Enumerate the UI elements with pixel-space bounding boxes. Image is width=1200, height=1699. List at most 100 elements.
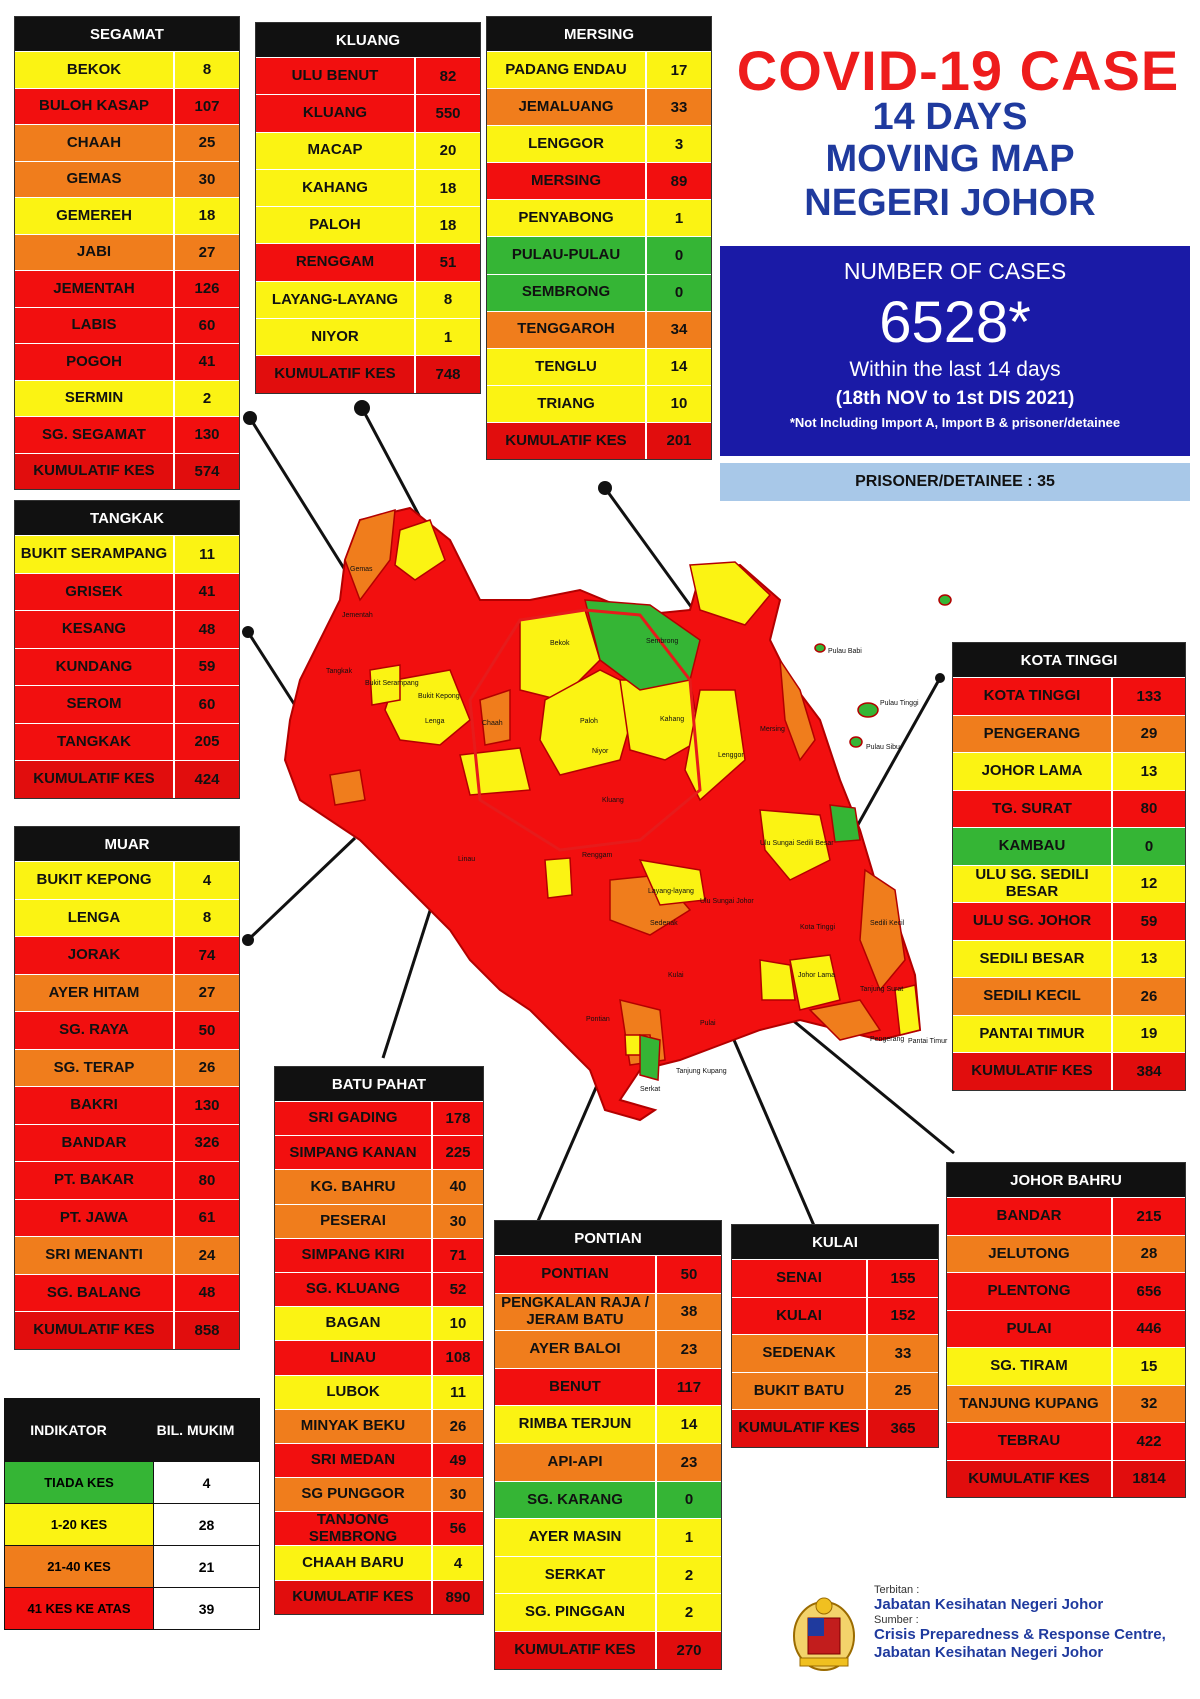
mukim-name: NIYOR <box>256 319 416 356</box>
mukim-row: PENGKALAN RAJA / JERAM BATU 38 <box>495 1292 721 1331</box>
mukim-row: JEMENTAH 126 <box>15 270 239 307</box>
mukim-name: PENYABONG <box>487 200 647 237</box>
legend-row: 21-40 KES 21 <box>5 1545 259 1587</box>
connector-kluang <box>360 407 555 769</box>
map-label-pulai: Pulai <box>700 1020 716 1027</box>
mukim-case-count: 26 <box>449 1417 467 1435</box>
mukim-row: SEDILI KECIL 26 <box>953 977 1185 1015</box>
connector-dot-batupahat <box>431 887 441 897</box>
district-table-batupahat: BATU PAHAT SRI GADING 178 SIMPANG KANAN 225 K… <box>274 1066 484 1615</box>
cases-note: *Not Including Import A, Import B & pris… <box>789 415 1121 430</box>
mukim-case-count: 34 <box>670 321 688 339</box>
mukim-row: KAMBAU 0 <box>953 827 1185 865</box>
map-label-kahang: Kahang <box>660 716 685 723</box>
district-table-kluang: KLUANG ULU BENUT 82 KLUANG 550 MACAP 20 KAHANG 1… <box>255 22 481 394</box>
mukim-case-count: 51 <box>439 254 457 272</box>
mukim-row: SERMIN 2 <box>15 379 239 416</box>
mukim-case-count: 0 <box>684 1491 694 1509</box>
mukim-name: KUMULATIF KES <box>256 356 416 393</box>
mukim-name: KAMBAU <box>953 828 1113 865</box>
mukim-row: NIYOR 1 <box>256 318 480 356</box>
region-johor-lama <box>789 954 841 1011</box>
mukim-row: JEMALUANG 33 <box>487 88 711 126</box>
mukim-case-count: 41 <box>198 353 216 371</box>
mukim-row: LENGGOR 3 <box>487 125 711 163</box>
map-label-kulai: Kulai <box>668 972 684 979</box>
map-label-bekok: Bekok <box>550 640 570 647</box>
connector-dot-jb <box>785 1013 795 1023</box>
mukim-row: SRI GADING 178 <box>275 1101 483 1136</box>
mukim-name: SEDENAK <box>732 1335 868 1372</box>
mukim-case-count: 0 <box>1144 837 1154 855</box>
mukim-row: BEKOK 8 <box>15 51 239 88</box>
district-title: BATU PAHAT <box>275 1067 483 1101</box>
mukim-case-count: 24 <box>198 1246 216 1264</box>
cases-label: NUMBER OF CASES <box>843 258 1067 284</box>
mukim-name: API-API <box>495 1443 657 1481</box>
district-title: SEGAMAT <box>15 17 239 51</box>
mukim-row: SG. KLUANG 52 <box>275 1271 483 1307</box>
mukim-name: PESERAI <box>275 1204 433 1238</box>
region-machap <box>544 857 573 899</box>
map-label-johor-lama: Johor Lama <box>798 972 835 979</box>
mukim-name: PONTIAN <box>495 1256 657 1293</box>
region-tanjung-kupang <box>619 998 666 1066</box>
mukim-row: JELUTONG 28 <box>947 1234 1185 1272</box>
mukim-name: RIMBA TERJUN <box>495 1406 657 1443</box>
mukim-name: MACAP <box>256 132 416 169</box>
mukim-row: SIMPANG KANAN 225 <box>275 1135 483 1170</box>
mukim-name: JORAK <box>15 937 175 974</box>
mukim-case-count: 82 <box>439 67 457 85</box>
region-bekok <box>519 609 601 701</box>
island-pulau-sibu <box>849 736 863 748</box>
mukim-case-count: 4 <box>453 1554 463 1572</box>
mukim-name: SIMPANG KANAN <box>275 1136 433 1170</box>
region-sedili-kecil <box>859 868 906 992</box>
map-label-sedili-kecil: Sedili Kecil <box>870 920 905 927</box>
mukim-row: TENGLU 14 <box>487 347 711 385</box>
mukim-name: BULOH KASAP <box>15 88 175 124</box>
island-pulau-babi <box>814 643 826 653</box>
mukim-case-count: 48 <box>198 620 216 638</box>
mukim-row: RENGGAM 51 <box>256 243 480 281</box>
state-emblem-icon <box>793 1597 855 1671</box>
district-title: KOTA TINGGI <box>953 643 1185 677</box>
mukim-row: ULU SG. JOHOR 59 <box>953 902 1185 940</box>
district-border-kluang <box>468 608 702 852</box>
region-padang-endau <box>689 561 772 626</box>
mukim-row: TANGKAK 205 <box>15 722 239 760</box>
mukim-row: PENYABONG 1 <box>487 199 711 237</box>
publisher-label: Terbitan : <box>874 1584 920 1596</box>
mukim-case-count: 40 <box>449 1178 467 1196</box>
connector-kulai <box>701 967 817 1229</box>
mukim-case-count: 225 <box>445 1144 471 1162</box>
mukim-case-count: 574 <box>194 462 220 480</box>
mukim-name: KUMULATIF KES <box>275 1580 433 1614</box>
mukim-name: KUMULATIF KES <box>15 453 175 489</box>
mukim-name: JOHOR LAMA <box>953 753 1113 790</box>
mukim-case-count: 10 <box>449 1315 467 1333</box>
mukim-case-count: 89 <box>670 172 688 190</box>
mukim-name: PENGERANG <box>953 715 1113 752</box>
district-title: MUAR <box>15 827 239 861</box>
map-label-linau: Linau <box>458 856 476 863</box>
mukim-row: SG. KARANG 0 <box>495 1480 721 1519</box>
mukim-name: KESANG <box>15 611 175 648</box>
mukim-name: BEKOK <box>15 52 175 88</box>
mukim-case-count: 422 <box>1136 1432 1162 1450</box>
map-label-pulau-babi: Pulau Babi <box>828 648 862 655</box>
mukim-row: PANTAI TIMUR 19 <box>953 1014 1185 1052</box>
legend-label: 41 KES KE ATAS <box>5 1588 153 1629</box>
mukim-case-count: 326 <box>194 1134 220 1152</box>
map-label-sembrong: Sembrong <box>646 638 679 645</box>
mukim-name: PLENTONG <box>947 1273 1113 1310</box>
mukim-name: SG. KLUANG <box>275 1272 433 1307</box>
mukim-case-count: 550 <box>435 104 461 122</box>
map-label-pulau-sibu: Pulau Sibu <box>866 744 900 751</box>
mukim-name: TANJUNG KUPANG <box>947 1385 1113 1422</box>
mukim-name: RENGGAM <box>256 244 416 281</box>
mukim-case-count: 80 <box>198 1171 216 1189</box>
mukim-row: TANJUNG KUPANG 32 <box>947 1384 1185 1422</box>
mukim-case-count: 858 <box>194 1321 220 1339</box>
publisher-name: Jabatan Kesihatan Negeri Johor <box>874 1596 1104 1613</box>
